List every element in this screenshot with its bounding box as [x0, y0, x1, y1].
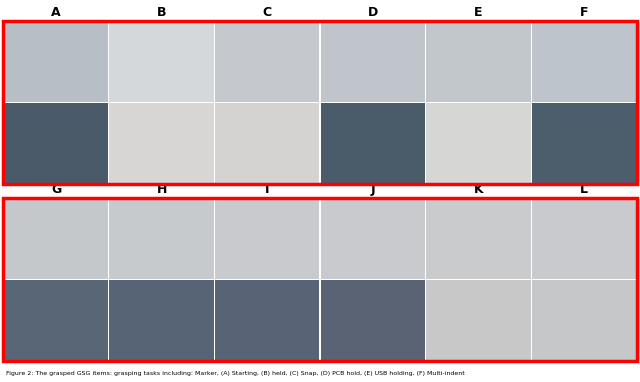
Text: D: D	[367, 6, 378, 19]
Text: L: L	[580, 183, 588, 196]
Text: G: G	[51, 183, 61, 196]
Text: B: B	[157, 6, 166, 19]
Text: E: E	[474, 6, 483, 19]
Text: F: F	[580, 6, 588, 19]
Text: Figure 2: The grasped GSG items: grasping tasks including: Marker, (A) Starting,: Figure 2: The grasped GSG items: graspin…	[6, 371, 465, 376]
Text: I: I	[265, 183, 269, 196]
Text: H: H	[156, 183, 167, 196]
Text: J: J	[371, 183, 375, 196]
Text: C: C	[262, 6, 272, 19]
Text: A: A	[51, 6, 61, 19]
Text: K: K	[474, 183, 483, 196]
